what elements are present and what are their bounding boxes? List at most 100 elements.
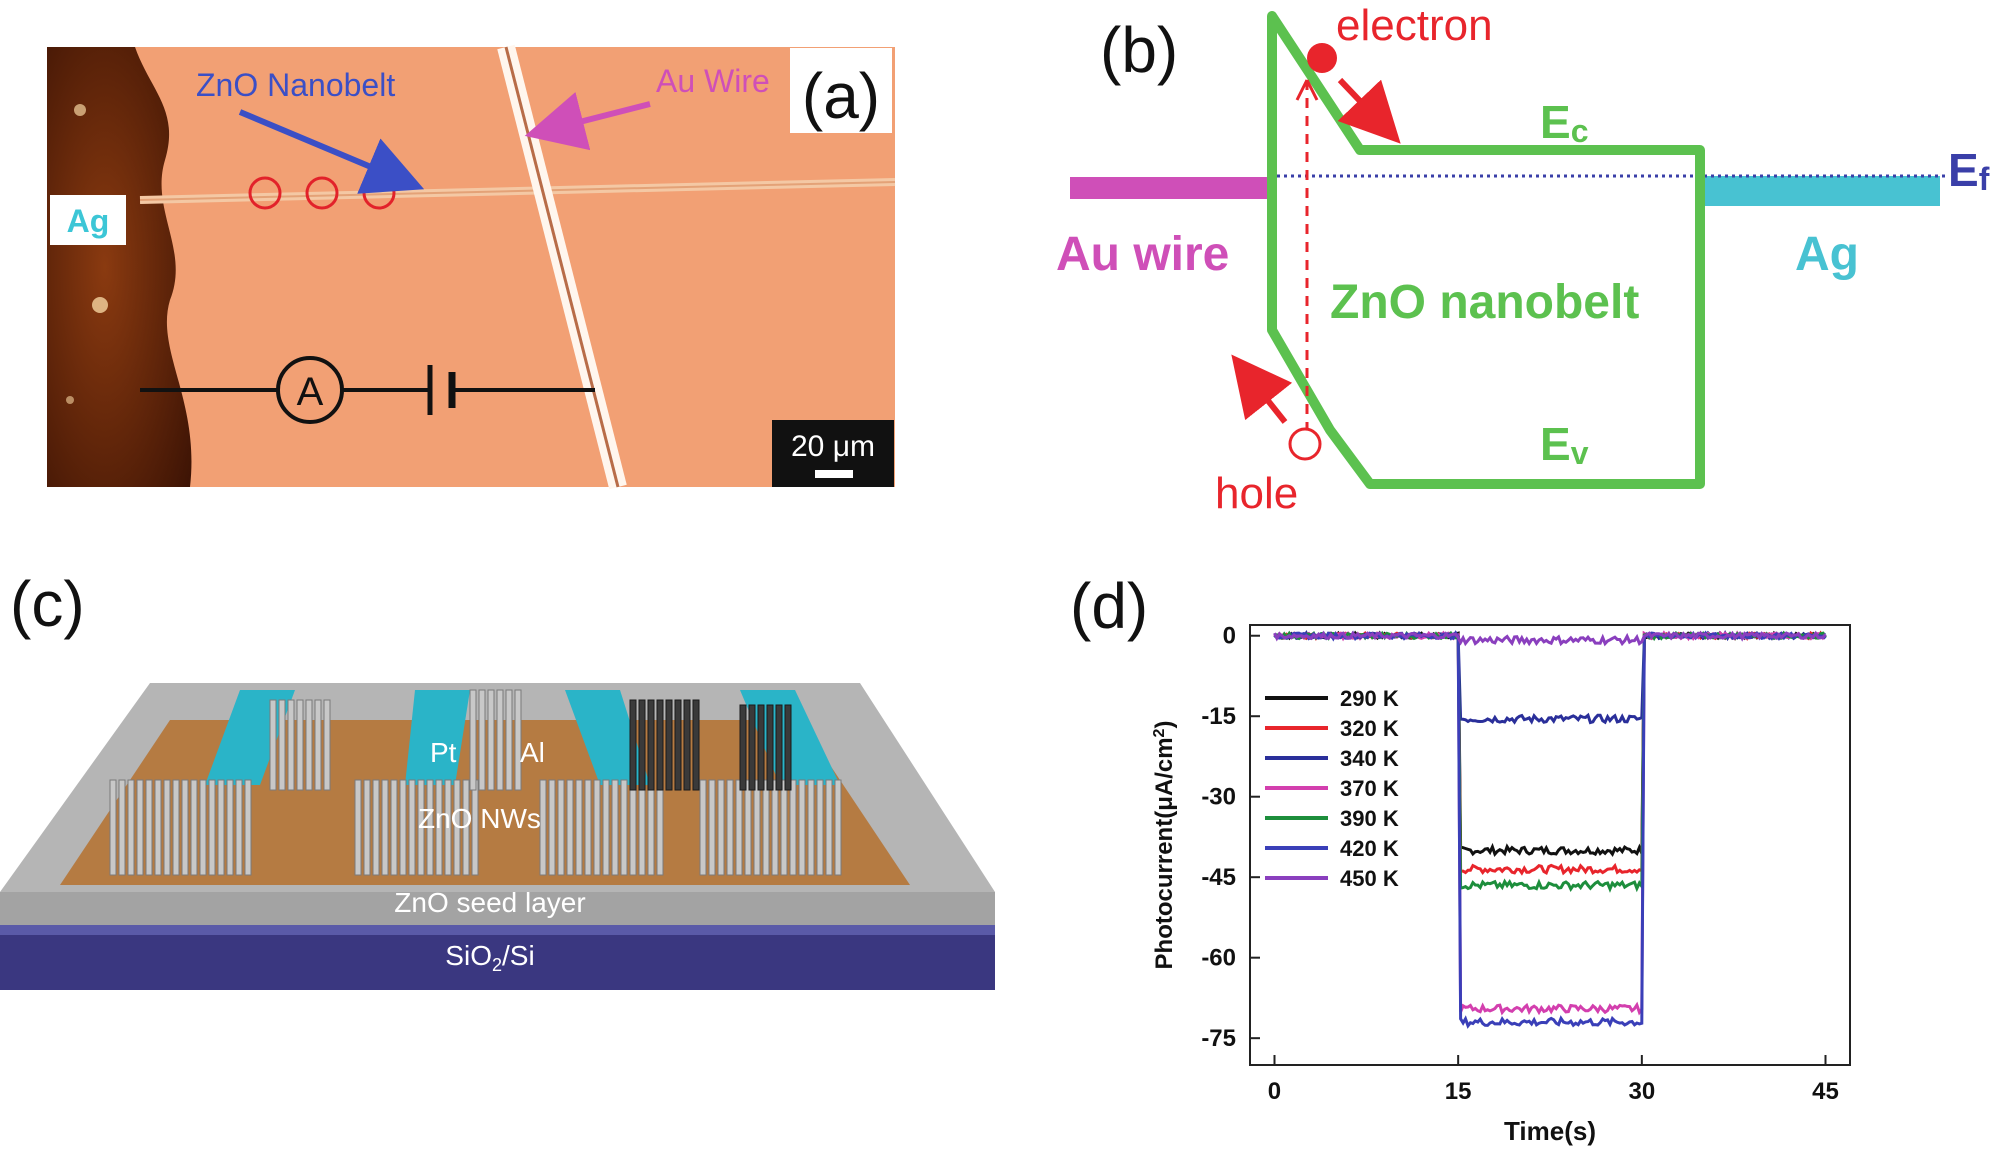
chart-series xyxy=(1273,630,1827,1029)
nanowire-column xyxy=(199,779,207,876)
panel-a-micrograph: A ZnO Nanobelt Au Wire Ag (a) 20 μm xyxy=(47,44,896,490)
y-tick-label: -60 xyxy=(1201,945,1236,972)
nanobelt-label: ZnO Nanobelt xyxy=(196,67,395,103)
nanowire-column xyxy=(656,699,664,791)
substrate-top xyxy=(0,925,995,935)
nanowire-column xyxy=(638,779,646,876)
nanowire-column xyxy=(753,779,761,876)
y-tick-label: -15 xyxy=(1201,703,1236,730)
nanowire-column xyxy=(629,779,637,876)
nanowire-column xyxy=(163,779,171,876)
ag-label: Ag xyxy=(67,203,110,239)
nanowire-column xyxy=(190,779,198,876)
nanowires-label: ZnO NWs xyxy=(418,803,541,834)
nanowire-column xyxy=(505,689,513,791)
nanowire-column xyxy=(372,779,380,876)
nanowire-column xyxy=(699,779,707,876)
panel-b-band-diagram: (b) electron hole Ec Ev Ef Au wire Ag Zn… xyxy=(1056,1,1990,518)
electron-dot xyxy=(1307,43,1337,73)
nanowire-column xyxy=(462,779,470,876)
nanowire-column xyxy=(593,779,601,876)
nanowire-column xyxy=(154,779,162,876)
nanowire-column xyxy=(708,779,716,876)
legend-label: 450 K xyxy=(1340,866,1399,891)
nanowire-column xyxy=(744,779,752,876)
au-fermi-bar xyxy=(1070,177,1270,199)
nanowire-column xyxy=(305,699,313,791)
x-tick-label: 15 xyxy=(1445,1078,1472,1105)
nanowire-column xyxy=(735,779,743,876)
panel-b-letter: (b) xyxy=(1100,14,1178,86)
panel-d: (d) 0 15 30 45 0 -15 -30 -45 -60 -75 290 K 320 K 34… xyxy=(1000,570,2000,1156)
legend-label: 340 K xyxy=(1340,746,1399,771)
legend-label: 290 K xyxy=(1340,686,1399,711)
nanowire-column xyxy=(647,779,655,876)
nanowire-column xyxy=(816,779,824,876)
nanowire-column xyxy=(109,779,117,876)
channel-strip-3 xyxy=(565,690,650,785)
nanowire-arrays xyxy=(109,689,842,876)
nanowire-column xyxy=(363,779,371,876)
nanowire-column xyxy=(726,779,734,876)
fermi-level-label: Ef xyxy=(1948,144,1990,197)
nanowire-column xyxy=(575,779,583,876)
nanowire-column xyxy=(217,779,225,876)
x-tick-label: 0 xyxy=(1268,1078,1281,1105)
nanowire-column xyxy=(235,779,243,876)
substrate-layer xyxy=(0,935,995,990)
nanowire-column xyxy=(354,779,362,876)
nanowire-column xyxy=(435,779,443,876)
x-tick-label: 30 xyxy=(1628,1078,1655,1105)
y-tick-label: -30 xyxy=(1201,784,1236,811)
panel-d-letter: (d) xyxy=(1070,580,1148,642)
x-tick-label: 45 xyxy=(1812,1078,1839,1105)
wire-label: Au Wire xyxy=(656,63,770,99)
scale-bar xyxy=(815,470,853,478)
nanowire-column xyxy=(118,779,126,876)
hole-label: hole xyxy=(1215,469,1298,518)
nanowire-column xyxy=(390,779,398,876)
nanowire-column xyxy=(771,779,779,876)
ag-electrode-region xyxy=(47,47,192,487)
nanowire-column xyxy=(656,779,664,876)
nanowire-column xyxy=(780,779,788,876)
al-label: Al xyxy=(520,737,545,768)
electron-label: electron xyxy=(1336,1,1493,50)
seed-layer-front xyxy=(0,892,995,925)
au-wire-label: Au wire xyxy=(1056,228,1229,281)
panel-c-device-schematic: (c) Pt Al ZnO NWs ZnO seed layer SiO2/Si xyxy=(0,568,995,990)
panel-d-photocurrent-chart: (d) 0 15 30 45 0 -15 -30 -45 -60 -75 290 K 320 K 34… xyxy=(1070,570,1851,1146)
nanowire-column xyxy=(739,704,747,791)
y-tick-label: 0 xyxy=(1223,623,1236,650)
nanowire-column xyxy=(611,779,619,876)
nanobelt-label-b: ZnO nanobelt xyxy=(1330,276,1639,329)
nanowire-column xyxy=(496,689,504,791)
nanowire-column xyxy=(453,779,461,876)
nanowire-column xyxy=(584,779,592,876)
nanowire-column xyxy=(136,779,144,876)
nanowire-column xyxy=(296,699,304,791)
legend-label: 320 K xyxy=(1340,716,1399,741)
nanowire-column xyxy=(762,779,770,876)
nanowire-column xyxy=(834,779,842,876)
legend-label: 390 K xyxy=(1340,806,1399,831)
panel-a-letter: (a) xyxy=(802,60,880,132)
nanowire-column xyxy=(557,779,565,876)
nanowire-column xyxy=(748,704,756,791)
x-axis-label: Time(s) xyxy=(1504,1116,1596,1146)
ammeter-label: A xyxy=(297,370,324,414)
plot-frame xyxy=(1249,624,1851,1066)
nanowire-column xyxy=(798,779,806,876)
nanowire-column xyxy=(629,699,637,791)
band-outline xyxy=(1267,11,1705,489)
nanowire-column xyxy=(757,704,765,791)
nanowire-column xyxy=(602,779,610,876)
nanowire-column xyxy=(145,779,153,876)
nanowire-column xyxy=(784,704,792,791)
nanowire-column xyxy=(469,689,477,791)
nanowire-column xyxy=(487,689,495,791)
nanowire-column xyxy=(381,779,389,876)
marker-circle-1 xyxy=(248,176,282,210)
nanowire-column xyxy=(665,699,673,791)
panel-c: (c) Pt Al ZnO NWs ZnO seed layer SiO2/Si xyxy=(0,560,1000,1000)
